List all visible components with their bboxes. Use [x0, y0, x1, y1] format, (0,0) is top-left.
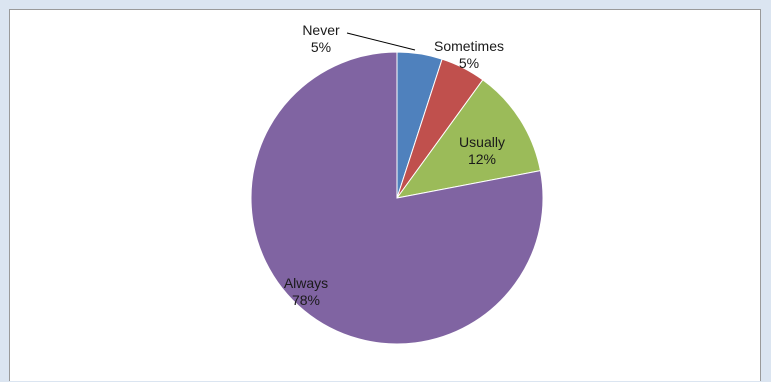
slice-percent-sometimes: 5%	[459, 55, 479, 71]
slice-percent-usually: 12%	[468, 151, 496, 167]
slice-label-usually: Usually	[459, 134, 505, 150]
leader-line-never	[346, 32, 416, 51]
pie-slices	[250, 51, 544, 345]
pie-slice-usually	[395, 79, 541, 199]
slice-percent-never: 5%	[311, 39, 331, 55]
slice-label-never: Never	[302, 22, 340, 38]
slice-label-always: Always	[284, 275, 328, 291]
slice-label-sometimes: Sometimes	[434, 38, 504, 54]
leader-lines	[346, 32, 416, 51]
slice-percent-always: 78%	[292, 292, 320, 308]
pie-slice-always	[250, 51, 544, 345]
chart-area: Never 5% Sometimes 5% Usually 12% Always 78%	[9, 9, 761, 381]
